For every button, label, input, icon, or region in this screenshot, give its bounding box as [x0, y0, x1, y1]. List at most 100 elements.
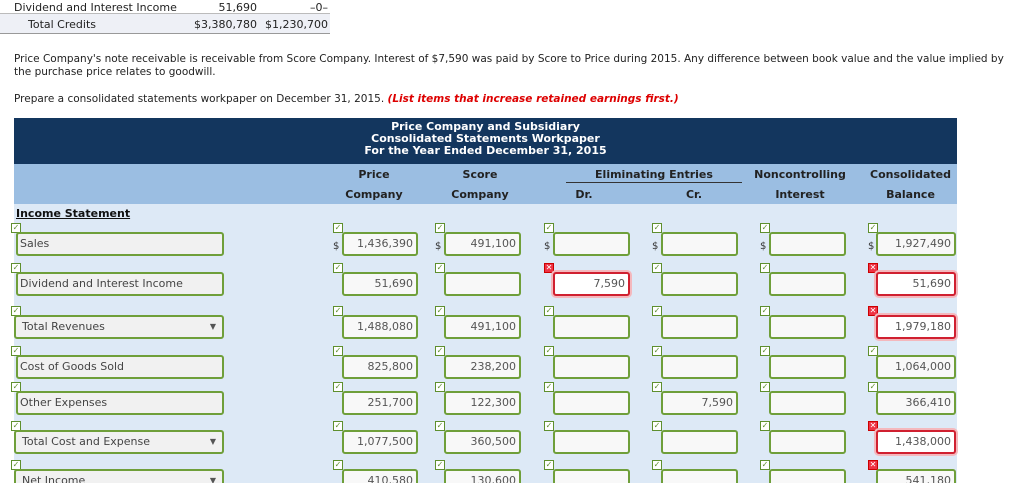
price-value: $3,380,780 [194, 18, 257, 31]
correct-icon: ✓ [868, 346, 878, 356]
price-input[interactable]: 825,800 [342, 355, 418, 379]
price-input[interactable]: 1,488,080 [342, 315, 418, 339]
correct-icon: ✓ [435, 263, 445, 273]
dr-input[interactable] [553, 355, 630, 379]
correct-icon: ✓ [544, 306, 554, 316]
incorrect-icon: ✕ [868, 421, 878, 431]
row-label-field[interactable]: Cost of Goods Sold [16, 355, 224, 379]
nci-input[interactable] [769, 232, 846, 256]
dropdown-arrow-icon[interactable]: ▼ [209, 437, 216, 446]
correct-icon: ✓ [544, 460, 554, 470]
correct-icon: ✓ [435, 223, 445, 233]
score-input[interactable]: 122,300 [444, 391, 521, 415]
row-label-select[interactable]: Total Cost and Expense ▼ [14, 430, 224, 454]
cr-input[interactable] [661, 469, 738, 483]
correct-icon: ✓ [652, 306, 662, 316]
cr-input[interactable] [661, 430, 738, 454]
dollar-sign: $ [435, 241, 442, 252]
nci-input[interactable] [769, 272, 846, 296]
cons-input[interactable]: 51,690 [876, 272, 956, 296]
prior-credits-table: Dividend and Interest Income 51,690 –0– … [0, 0, 330, 36]
cons-input[interactable]: 1,927,490 [876, 232, 956, 256]
workpaper-header: Price Company and Subsidiary Consolidate… [14, 118, 957, 164]
price-input[interactable]: 1,077,500 [342, 430, 418, 454]
score-input[interactable]: 491,100 [444, 232, 521, 256]
dollar-sign: $ [652, 241, 659, 252]
correct-icon: ✓ [333, 421, 343, 431]
nci-input[interactable] [769, 469, 846, 483]
dr-input[interactable] [553, 391, 630, 415]
col-score-sub: Company [451, 188, 509, 201]
workpaper-subtitle: Consolidated Statements Workpaper [371, 132, 600, 145]
cons-input[interactable]: 1,438,000 [876, 430, 956, 454]
correct-icon: ✓ [544, 346, 554, 356]
correct-icon: ✓ [435, 421, 445, 431]
cons-input[interactable]: 1,979,180 [876, 315, 956, 339]
cons-input[interactable]: 366,410 [876, 391, 956, 415]
dr-input[interactable] [553, 469, 630, 483]
score-input[interactable]: 130,600 [444, 469, 521, 483]
correct-icon: ✓ [652, 421, 662, 431]
correct-icon: ✓ [544, 382, 554, 392]
nci-input[interactable] [769, 430, 846, 454]
correct-icon: ✓ [652, 460, 662, 470]
cr-input[interactable] [661, 315, 738, 339]
price-input[interactable]: 251,700 [342, 391, 418, 415]
problem-text: Price Company's note receivable is recei… [14, 53, 1004, 78]
correct-icon: ✓ [333, 306, 343, 316]
score-input[interactable]: 360,500 [444, 430, 521, 454]
dr-input[interactable] [553, 430, 630, 454]
score-input[interactable] [444, 272, 521, 296]
cr-input[interactable]: 7,590 [661, 391, 738, 415]
column-headers: Price Company Score Company Eliminating … [14, 164, 957, 204]
correct-icon: ✓ [333, 346, 343, 356]
price-input[interactable]: 410,580 [342, 469, 418, 483]
row-label-field[interactable]: Dividend and Interest Income [16, 272, 224, 296]
score-input[interactable]: 238,200 [444, 355, 521, 379]
instruction-main: Prepare a consolidated statements workpa… [14, 93, 385, 105]
correct-icon: ✓ [652, 346, 662, 356]
incorrect-icon: ✕ [544, 263, 554, 273]
correct-icon: ✓ [868, 223, 878, 233]
incorrect-icon: ✕ [868, 263, 878, 273]
price-input[interactable]: 1,436,390 [342, 232, 418, 256]
cr-input[interactable] [661, 355, 738, 379]
price-input[interactable]: 51,690 [342, 272, 418, 296]
dr-input[interactable]: 7,590 [553, 272, 630, 296]
cr-input[interactable] [661, 232, 738, 256]
row-label: Total Credits [28, 18, 96, 31]
incorrect-icon: ✕ [868, 460, 878, 470]
correct-icon: ✓ [760, 382, 770, 392]
nci-input[interactable] [769, 355, 846, 379]
cons-input[interactable]: 1,064,000 [876, 355, 956, 379]
score-input[interactable]: 491,100 [444, 315, 521, 339]
dropdown-arrow-icon[interactable]: ▼ [209, 322, 216, 331]
nci-input[interactable] [769, 315, 846, 339]
dr-input[interactable] [553, 315, 630, 339]
divider [566, 182, 742, 183]
score-value: –0– [310, 1, 328, 14]
col-nci: Noncontrolling [754, 168, 846, 181]
dollar-sign: $ [760, 241, 767, 252]
price-value: 51,690 [218, 1, 258, 14]
row-label-select[interactable]: Total Revenues ▼ [14, 315, 224, 339]
dropdown-arrow-icon[interactable]: ▼ [209, 476, 216, 483]
col-credit: Cr. [685, 188, 703, 201]
score-value: $1,230,700 [265, 18, 328, 31]
correct-icon: ✓ [760, 306, 770, 316]
col-debit: Dr. [575, 188, 593, 201]
consolidated-workpaper: Price Company and Subsidiary Consolidate… [14, 118, 957, 483]
dollar-sign: $ [868, 241, 875, 252]
dr-input[interactable] [553, 232, 630, 256]
cons-input[interactable]: 541,180 [876, 469, 956, 483]
correct-icon: ✓ [333, 382, 343, 392]
row-label-field[interactable]: Other Expenses [16, 391, 224, 415]
row-label-field[interactable]: Sales [16, 232, 224, 256]
col-eliminating: Eliminating Entries [595, 168, 713, 181]
col-nci-sub: Interest [775, 188, 825, 201]
correct-icon: ✓ [652, 382, 662, 392]
cr-input[interactable] [661, 272, 738, 296]
row-label-select[interactable]: Net Income ▼ [14, 469, 224, 483]
nci-input[interactable] [769, 391, 846, 415]
row-label: Dividend and Interest Income [14, 1, 177, 14]
